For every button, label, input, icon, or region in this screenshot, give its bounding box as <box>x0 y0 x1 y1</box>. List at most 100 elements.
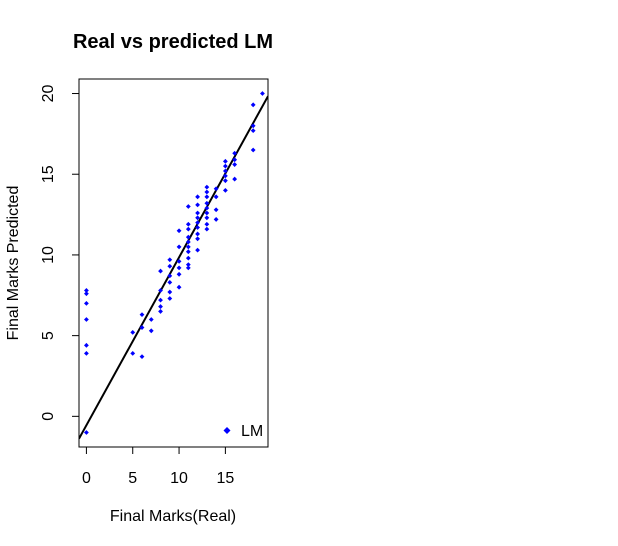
data-point <box>204 210 210 216</box>
y-tick-label: 10 <box>40 246 57 264</box>
data-point <box>222 168 228 174</box>
data-point <box>185 265 191 271</box>
x-tick-label: 15 <box>216 470 234 487</box>
data-point <box>204 194 210 200</box>
data-point <box>176 284 182 290</box>
data-point <box>139 325 145 330</box>
data-point <box>185 204 191 209</box>
data-point <box>195 236 200 242</box>
reference-line <box>79 95 268 440</box>
data-point <box>222 158 228 164</box>
legend: LM <box>223 423 263 440</box>
data-point <box>232 150 238 156</box>
data-point <box>195 220 200 226</box>
y-axis: 0 5 10 15 20 <box>40 85 80 421</box>
data-point <box>176 244 182 250</box>
data-point <box>232 162 238 167</box>
y-axis-label: Final Marks Predicted <box>5 186 22 341</box>
data-point <box>185 244 191 250</box>
data-point <box>250 102 256 108</box>
data-point <box>185 239 191 245</box>
data-point <box>84 288 89 293</box>
data-point <box>139 354 145 360</box>
data-point <box>213 186 219 192</box>
data-point <box>158 268 163 274</box>
data-point <box>213 217 219 222</box>
data-point <box>204 184 210 190</box>
x-tick-label: 0 <box>82 470 91 487</box>
data-point <box>167 257 173 263</box>
data-point <box>84 317 89 322</box>
data-point <box>158 304 163 309</box>
data-point <box>195 210 200 216</box>
legend-marker-lm <box>223 427 231 434</box>
data-point <box>222 163 228 169</box>
data-point <box>130 330 136 335</box>
data-point <box>176 228 182 234</box>
chart-title: Real vs predicted LM <box>73 31 273 53</box>
data-point <box>185 226 191 232</box>
data-point <box>232 157 238 163</box>
data-point <box>167 289 173 295</box>
data-point <box>84 350 89 356</box>
data-point <box>158 288 163 293</box>
x-axis-label: Final Marks(Real) <box>110 508 236 525</box>
data-point <box>185 249 191 255</box>
data-point <box>176 265 182 271</box>
data-point <box>195 202 200 208</box>
data-point <box>84 342 89 348</box>
data-point <box>148 317 154 322</box>
plot-area-frame <box>78 78 269 448</box>
data-point <box>84 300 89 306</box>
data-point <box>158 309 163 314</box>
data-point <box>222 187 228 193</box>
data-point <box>167 273 173 279</box>
data-point <box>204 205 210 211</box>
data-point <box>84 291 89 297</box>
data-point <box>250 147 256 153</box>
x-tick-label: 5 <box>128 470 137 487</box>
x-axis: 0 5 10 15 <box>82 446 234 487</box>
data-point <box>167 279 173 285</box>
data-point <box>148 328 154 334</box>
data-point <box>130 350 136 356</box>
y-tick-label: 0 <box>40 412 57 421</box>
data-point <box>204 189 210 195</box>
data-point <box>139 312 145 318</box>
y-tick-label: 20 <box>40 85 57 103</box>
data-point <box>250 123 256 129</box>
data-point <box>222 178 228 184</box>
data-point <box>250 128 256 134</box>
reference-line-group <box>79 95 268 440</box>
data-point <box>176 258 182 264</box>
data-point <box>185 255 191 261</box>
data-point <box>167 296 173 301</box>
data-point <box>232 176 238 182</box>
legend-label-lm: LM <box>241 423 263 440</box>
data-point <box>185 221 191 227</box>
data-point <box>195 231 200 237</box>
data-point <box>204 221 210 227</box>
x-tick-label: 10 <box>170 470 188 487</box>
y-tick-label: 5 <box>40 331 57 340</box>
data-point <box>158 297 163 303</box>
data-point <box>195 194 200 200</box>
data-point <box>213 207 219 213</box>
data-point <box>260 91 265 96</box>
data-point <box>204 215 210 221</box>
data-point <box>204 226 210 232</box>
data-point <box>185 262 191 268</box>
y-tick-label: 15 <box>40 165 57 183</box>
data-point <box>176 271 182 277</box>
data-point <box>195 225 200 230</box>
data-point <box>185 234 191 240</box>
data-point <box>195 215 200 221</box>
data-point <box>213 194 219 200</box>
data-point <box>167 263 173 269</box>
data-point <box>222 173 228 179</box>
data-point <box>195 247 200 253</box>
data-point <box>204 200 210 206</box>
data-point <box>84 430 89 435</box>
scatter-points <box>84 91 265 435</box>
